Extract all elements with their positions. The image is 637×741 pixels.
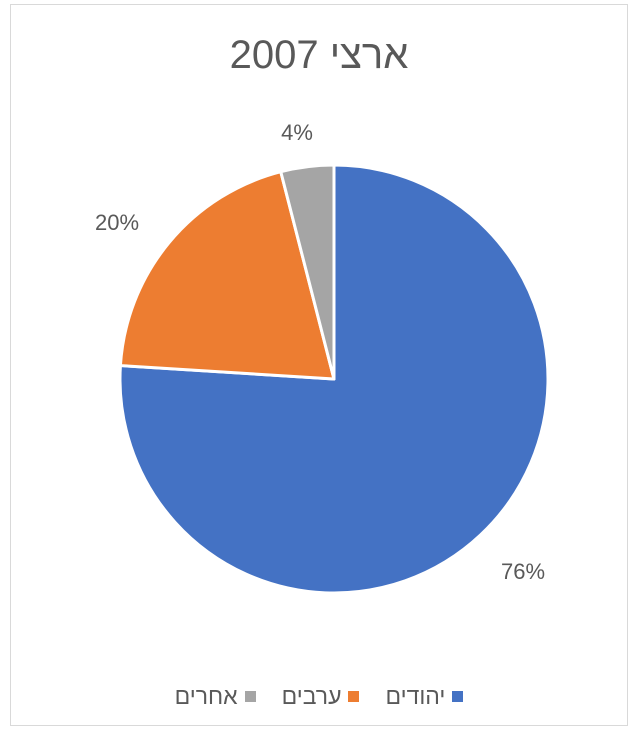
legend-label-1: ערבים [281,683,342,709]
data-label-1: 20% [95,210,139,235]
chart-frame: ארצי 2007 76% 20% 4% יהודים ערבים אחרים [10,4,628,726]
legend-label-0: יהודים [385,683,446,709]
chart-title: ארצי 2007 [229,33,409,77]
legend-swatch-2 [244,691,256,702]
legend-label-2: אחרים [174,683,238,709]
pie-slice-2 [279,163,336,381]
legend-swatch-1 [348,691,360,702]
data-label-0: 76% [501,559,545,584]
data-label-2: 4% [281,120,313,145]
chart-legend: יהודים ערבים אחרים [11,683,627,710]
pie-chart: 76% 20% 4% [95,120,550,595]
legend-item-0: יהודים [385,683,464,710]
legend-item-2: אחרים [175,683,256,710]
pie-slice-1 [118,170,336,381]
legend-item-1: ערבים [282,683,360,710]
pie-slice-0 [118,163,550,595]
legend-swatch-0 [452,691,464,702]
